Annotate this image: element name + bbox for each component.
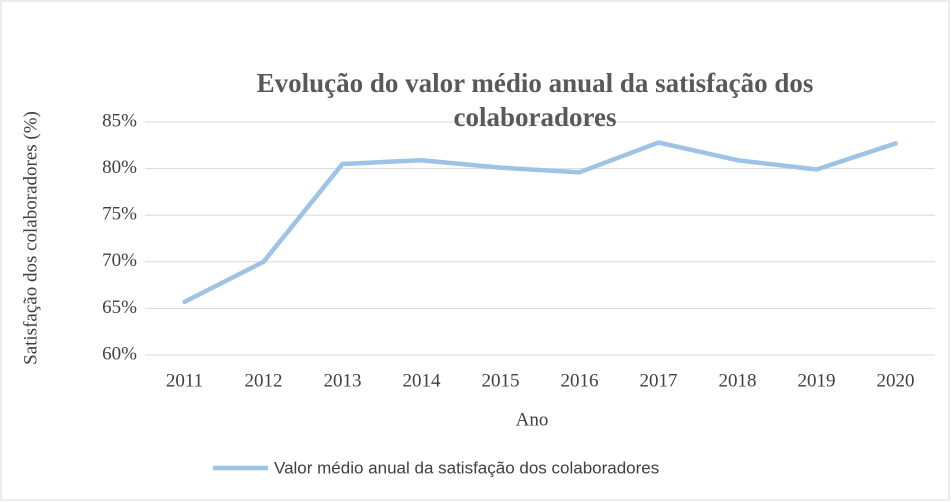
x-tick-label: 2013: [324, 370, 362, 391]
y-tick-label: 80%: [102, 157, 137, 178]
y-tick-label: 75%: [102, 204, 137, 225]
x-tick-label: 2020: [877, 370, 915, 391]
x-tick-label: 2014: [403, 370, 442, 391]
y-tick-label: 85%: [102, 110, 137, 131]
x-tick-label: 2011: [166, 370, 203, 391]
y-tick-label: 65%: [102, 297, 137, 318]
y-tick-label: 60%: [102, 343, 137, 364]
x-tick-label: 2016: [561, 370, 599, 391]
x-tick-label: 2012: [245, 370, 283, 391]
x-tick-label: 2019: [798, 370, 836, 391]
chart-title: Evolução do valor médio anual da satisfa…: [256, 68, 814, 132]
x-axis-label: Ano: [516, 409, 549, 430]
data-line: [182, 140, 898, 305]
y-tick-label: 70%: [102, 250, 137, 271]
x-tick-label: 2017: [640, 370, 678, 391]
x-tick-label: 2018: [719, 370, 757, 391]
y-axis-label: Satisfação dos colaboradores (%): [20, 111, 41, 365]
legend-label: Valor médio anual da satisfação dos cola…: [274, 458, 659, 477]
x-tick-label: 2015: [482, 370, 520, 391]
